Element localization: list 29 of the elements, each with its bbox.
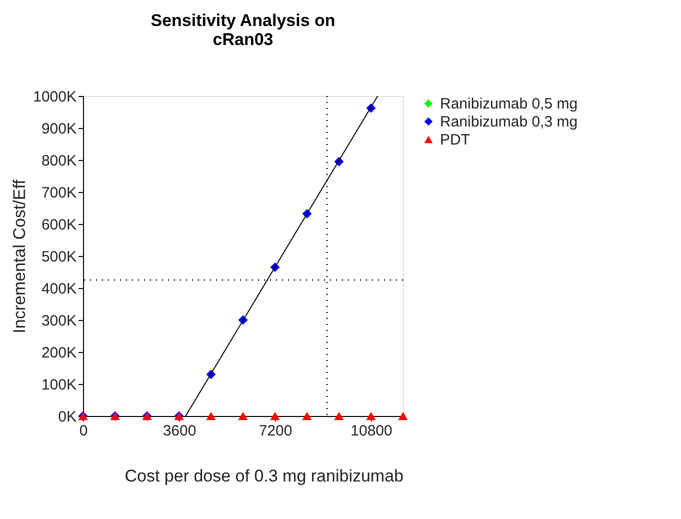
legend-label: Ranibizumab 0,3 mg <box>440 114 578 130</box>
x-tick-label: 0 <box>79 422 88 440</box>
y-tick-label: 900K <box>41 120 76 138</box>
y-tick-label: 500K <box>41 248 76 266</box>
y-tick-label: 600K <box>41 216 76 234</box>
y-tick-label: 300K <box>41 312 76 330</box>
point <box>366 412 376 420</box>
point <box>334 412 344 420</box>
y-tick-label: 0K <box>58 408 76 426</box>
point <box>206 412 216 420</box>
legend-label: Ranibizumab 0,5 mg <box>440 96 578 112</box>
y-tick-label: 200K <box>41 344 76 362</box>
point <box>398 412 408 420</box>
point <box>238 412 248 420</box>
x-axis-title: Cost per dose of 0.3 mg ranibizumab <box>124 466 404 486</box>
y-tick-label: 800K <box>41 152 76 170</box>
y-tick-label: 400K <box>41 280 76 298</box>
point <box>302 412 312 420</box>
text: cRan03 <box>212 30 274 49</box>
text: Sensitivity Analysis on <box>150 11 336 30</box>
x-tick-label: 3600 <box>162 422 196 440</box>
legend-label: PDT <box>440 132 470 148</box>
y-tick-label: 700K <box>41 184 76 202</box>
x-tick-label: 7200 <box>258 422 292 440</box>
y-tick-label: 1000K <box>33 88 76 106</box>
point <box>270 412 280 420</box>
x-tick-label: 10800 <box>350 422 392 440</box>
y-tick-label: 100K <box>41 376 76 394</box>
y-axis-title: Incremental Cost/Eff <box>10 179 30 334</box>
